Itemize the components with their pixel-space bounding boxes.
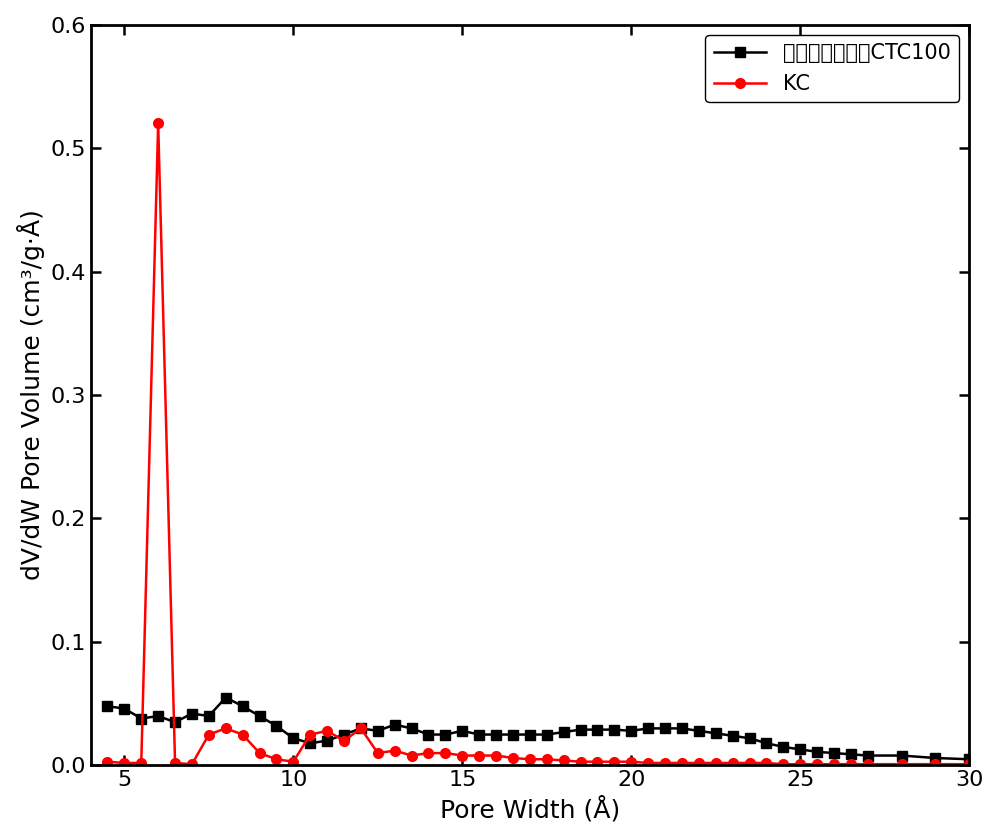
- Legend: 商业椰壳活性炭CTC100, KC: 商业椰壳活性炭CTC100, KC: [705, 35, 959, 102]
- X-axis label: Pore Width (Å): Pore Width (Å): [440, 796, 620, 822]
- Y-axis label: dV/dW Pore Volume (cm³/g·Å): dV/dW Pore Volume (cm³/g·Å): [17, 210, 45, 581]
